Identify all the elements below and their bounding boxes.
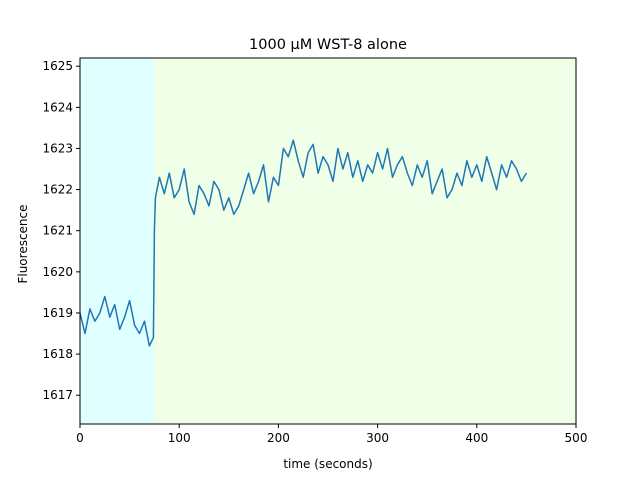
y-tick-label: 1618 <box>42 347 73 361</box>
shaded-region-1 <box>80 58 155 424</box>
series-line-1 <box>79 139 528 347</box>
x-tick-label: 500 <box>565 431 588 445</box>
y-axis-label: Fluorescence <box>16 204 30 283</box>
y-tick-label: 1621 <box>42 224 73 238</box>
x-tick-label: 400 <box>465 431 488 445</box>
x-axis-label: time (seconds) <box>283 457 372 471</box>
x-tick-label: 100 <box>168 431 191 445</box>
y-tick-label: 1622 <box>42 183 73 197</box>
x-axis-ticks: 0 100 200 300 400 500 <box>76 424 587 445</box>
shaded-region-2 <box>154 58 576 424</box>
y-tick-label: 1619 <box>42 306 73 320</box>
y-tick-label: 1625 <box>42 59 73 73</box>
y-tick-label: 1623 <box>42 141 73 155</box>
y-axis-ticks: 1617 1618 1619 1620 1621 1622 1623 1624 1625 <box>42 59 80 402</box>
x-tick-label: 200 <box>267 431 290 445</box>
plot-frame <box>79 57 577 425</box>
chart-title: 1000 µM WST-8 alone <box>249 37 407 53</box>
y-tick-label: 1617 <box>42 388 73 402</box>
data-series <box>79 139 528 347</box>
shaded-regions <box>80 58 576 424</box>
x-tick-label: 300 <box>366 431 389 445</box>
y-tick-label: 1620 <box>42 265 73 279</box>
y-tick-label: 1624 <box>42 100 73 114</box>
x-tick-label: 0 <box>76 431 84 445</box>
